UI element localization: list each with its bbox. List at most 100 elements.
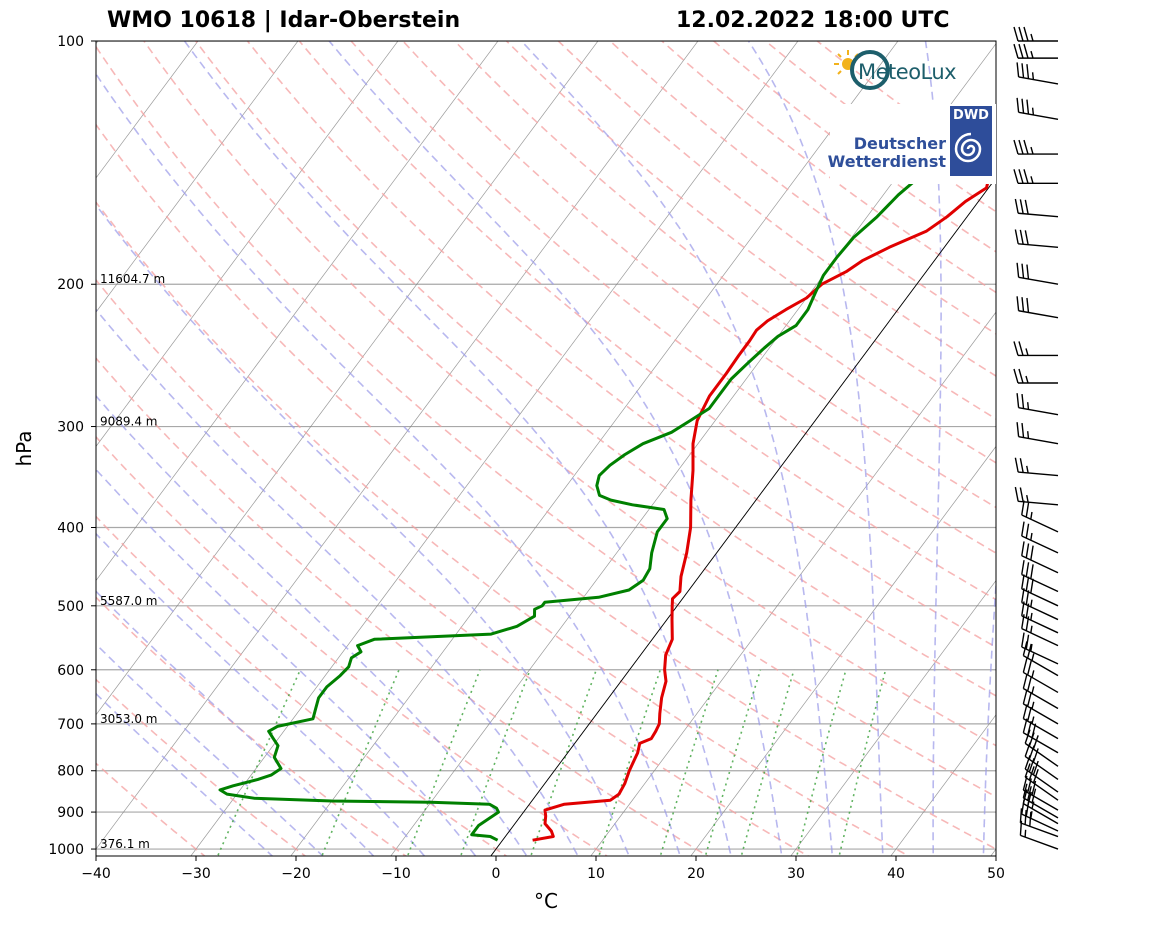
moist-adiabat-line <box>1083 41 1160 866</box>
isotherm-line <box>790 580 996 856</box>
wind-barb-staff <box>1018 436 1059 445</box>
wind-barb <box>1016 422 1059 445</box>
dry-adiabat-line <box>298 41 996 601</box>
moist-adiabat-line <box>520 41 834 856</box>
wind-barb-flag <box>1013 43 1019 59</box>
wind-barb-flag <box>1016 97 1020 113</box>
sun-icon <box>834 50 890 90</box>
mixing-ratio-line <box>704 669 762 856</box>
wind-barb-flag <box>1025 634 1030 650</box>
wind-barb <box>1016 97 1059 120</box>
wind-barb <box>1022 658 1059 694</box>
wind-barb-staff <box>1018 212 1059 218</box>
wind-barb-flag <box>1025 562 1030 577</box>
wind-barb-flag <box>1021 98 1025 114</box>
mixing-ratio-line <box>659 669 719 856</box>
wind-barb-half-flag <box>1030 50 1034 59</box>
mixing-ratio-line <box>598 669 662 856</box>
mixing-ratio-line <box>321 669 400 856</box>
wind-barb-staff <box>1020 834 1059 850</box>
wind-barb-half-flag <box>1031 801 1035 809</box>
wind-barb-flag <box>1023 139 1029 155</box>
moist-adiabat-line <box>924 41 942 856</box>
wind-barb-half-flag <box>1031 701 1035 710</box>
wind-barb <box>1022 689 1059 725</box>
wind-barb <box>1016 393 1059 416</box>
wind-barb-half-flag <box>1031 716 1035 724</box>
wind-barb-flag <box>1019 458 1024 473</box>
wind-barb <box>1014 198 1059 218</box>
chart-grid <box>0 23 1160 866</box>
swirl-icon <box>954 132 982 163</box>
wind-barb-staff <box>1023 732 1059 754</box>
wind-barb-staff <box>1023 802 1059 825</box>
dry-adiabat-line <box>96 596 408 856</box>
mixing-ratio-line <box>459 669 531 856</box>
wind-barb-flag <box>1022 658 1028 673</box>
chart-labels: −40 −30 −20 −10 0 10 20 30 40 50 1000 900 800 700 600 5… <box>12 34 1005 913</box>
wind-barb-flag <box>1021 263 1025 279</box>
moist-adiabat-line <box>96 203 630 856</box>
moist-adiabat-line <box>96 692 274 856</box>
wind-barb <box>1021 541 1059 574</box>
wind-barb-flag <box>1030 564 1034 579</box>
wind-barb-half-flag <box>1026 465 1029 474</box>
wind-barb-flag <box>1021 521 1025 537</box>
moist-adiabat-line <box>96 308 579 856</box>
y-tick-label: 600 <box>57 663 84 679</box>
wind-barb-flag <box>1013 169 1019 184</box>
dry-adiabat-line <box>96 278 810 856</box>
wind-barb-staff <box>1021 602 1059 621</box>
wind-barb-staff <box>1021 813 1059 832</box>
mixing-ratio-line <box>740 669 795 856</box>
wind-barb <box>1016 62 1059 85</box>
wind-barb-flag <box>1023 26 1029 42</box>
moist-adiabat-line <box>96 394 528 856</box>
wind-barb-flag <box>1013 341 1019 356</box>
dry-adiabat-line <box>453 41 996 464</box>
wind-barb-flag <box>1024 199 1029 215</box>
x-axis-label: °C <box>534 889 558 913</box>
wind-barb-half-flag <box>1030 612 1033 621</box>
wind-barb <box>1013 139 1058 155</box>
wind-barb-staff <box>1020 822 1059 838</box>
height-label: 9089.4 m <box>100 415 158 429</box>
wind-barb-flag <box>1026 264 1030 280</box>
wind-barb-flag <box>1032 760 1039 776</box>
wind-barb-flag <box>1013 26 1019 42</box>
y-tick-label: 700 <box>57 717 84 733</box>
wind-barb-flag <box>1021 500 1025 516</box>
wind-barb-flag <box>1021 63 1025 78</box>
wind-barb-staff <box>1024 755 1059 780</box>
meteolux-logo: MeteoLux <box>832 48 996 98</box>
wind-barb-flag <box>1016 296 1020 311</box>
wind-barb <box>1021 560 1059 593</box>
wind-barb-staff <box>1023 654 1059 677</box>
wind-barb-staff <box>1021 555 1059 574</box>
dry-adiabat-line <box>557 41 996 377</box>
wind-barb <box>1022 674 1059 710</box>
dwd-line1: Deutscher <box>853 134 946 153</box>
wind-barb-staff <box>1024 742 1059 767</box>
moist-adiabat-line <box>747 41 884 856</box>
mixing-ratio-line <box>795 669 847 856</box>
moist-adiabat-line <box>1033 41 1126 866</box>
wind-barb-half-flag <box>1026 494 1029 503</box>
isotherm-line <box>96 41 599 716</box>
x-tick-label: −20 <box>281 866 311 882</box>
wind-barb <box>1022 775 1059 811</box>
isotherm-line <box>690 445 996 856</box>
wind-barb-half-flag <box>1030 146 1034 155</box>
isotherm-line <box>0 23 11 866</box>
moist-adiabat-line <box>96 72 681 856</box>
wind-barb-flag <box>1019 229 1024 245</box>
wind-barb-staff <box>1018 76 1059 85</box>
wind-barb-flag <box>1014 457 1019 473</box>
x-tick-label: 40 <box>887 866 905 882</box>
wind-barb-staff <box>1018 310 1059 319</box>
mixing-ratio-line <box>838 669 887 856</box>
wind-barb-staff <box>1018 111 1059 120</box>
x-tick-label: 50 <box>987 866 1005 882</box>
wind-barb-half-flag <box>1024 829 1027 838</box>
wind-barb-flag <box>1022 704 1028 719</box>
